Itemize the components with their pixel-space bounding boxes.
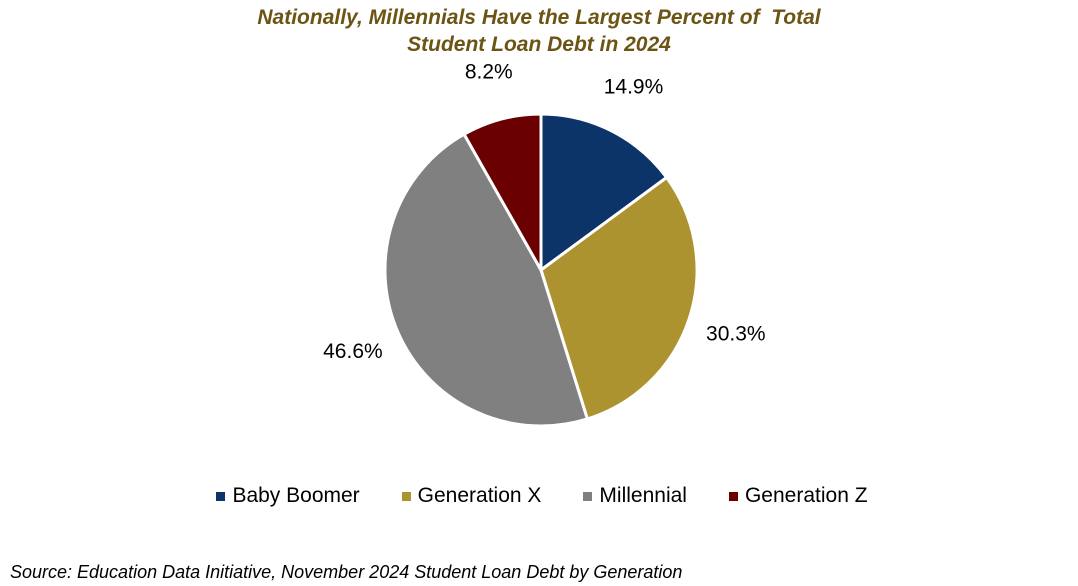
legend-swatch-generation-x xyxy=(401,491,411,501)
legend-label-generation-z: Generation Z xyxy=(744,484,868,507)
legend-swatch-millennial xyxy=(583,491,593,501)
legend-item-generation-x: Generation X xyxy=(401,484,542,508)
data-label-millennial: 46.6% xyxy=(323,340,383,363)
data-label-baby-boomer: 14.9% xyxy=(604,76,664,99)
pie-slice-generation-z xyxy=(462,112,543,272)
legend-label-generation-x: Generation X xyxy=(417,484,542,507)
data-label-generation-x: 30.3% xyxy=(706,323,766,346)
pie-slice-generation-x xyxy=(539,176,699,421)
legend-label-millennial: Millennial xyxy=(599,484,687,507)
legend-item-millennial: Millennial xyxy=(583,484,687,508)
chart-title: Nationally, Millennials Have the Largest… xyxy=(0,4,1078,58)
pie-slice-millennial xyxy=(383,132,589,428)
pie-chart: 14.9% 30.3% 46.6% 8.2% xyxy=(323,60,766,428)
legend-swatch-baby-boomer xyxy=(216,491,226,501)
legend-item-baby-boomer: Baby Boomer xyxy=(216,484,360,508)
legend-swatch-generation-z xyxy=(728,491,738,501)
chart-legend: Baby Boomer Generation X Millennial Gene… xyxy=(0,484,1078,508)
chart-source-note: Source: Education Data Initiative, Novem… xyxy=(10,562,683,582)
pie-slice-baby-boomer xyxy=(539,112,669,272)
chart-title-line-1: Nationally, Millennials Have the Largest… xyxy=(257,6,821,29)
data-label-generation-z: 8.2% xyxy=(465,60,513,83)
chart-title-line-2: Student Loan Debt in 2024 xyxy=(407,33,671,56)
legend-label-baby-boomer: Baby Boomer xyxy=(232,484,360,507)
legend-item-generation-z: Generation Z xyxy=(728,484,868,508)
